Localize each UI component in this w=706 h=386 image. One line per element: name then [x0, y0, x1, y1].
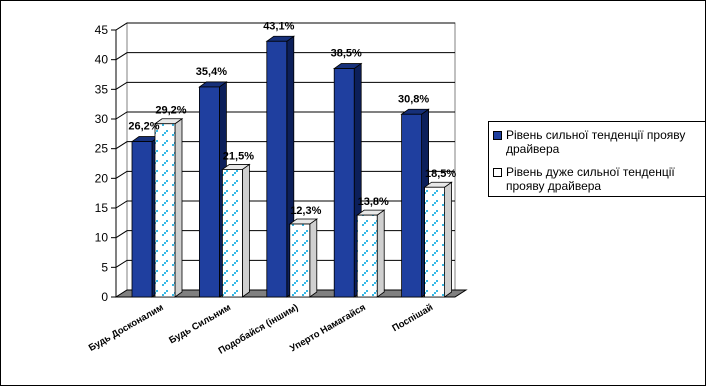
data-label-series-1-4: 38,5%	[331, 48, 362, 60]
gridline	[115, 52, 455, 61]
bar-series-2-3	[288, 218, 319, 298]
bar-series-1-3	[265, 35, 296, 298]
data-label-series-2-5: 18,5%	[425, 168, 456, 180]
y-tick-label: 45	[95, 23, 109, 37]
legend-swatch-series-1	[493, 131, 502, 140]
plot-side-wall	[115, 22, 128, 298]
bar-series-2-5	[423, 181, 453, 298]
category-label-2: Будь Сильним	[167, 302, 233, 346]
legend-label-series-1: Рівень сильної тенденції прояву драйвера	[506, 128, 686, 156]
data-label-series-2-3: 12,3%	[290, 205, 321, 217]
y-tick-label: 25	[95, 142, 109, 156]
gridline	[115, 22, 455, 31]
y-tick-label: 35	[95, 82, 109, 96]
legend: Рівень сильної тенденції прояву драйвера…	[488, 121, 706, 197]
category-label-1: Будь Досконалим	[87, 302, 166, 354]
legend-item-series-1: Рівень сильної тенденції прояву драйвера	[493, 128, 706, 156]
data-label-series-1-2: 35,4%	[196, 66, 227, 78]
data-label-series-2-4: 13,8%	[358, 196, 389, 208]
y-tick-label: 30	[95, 112, 109, 126]
y-tick-label: 0	[101, 290, 108, 304]
y-tick-label: 10	[95, 231, 109, 245]
category-label-4: Уперто Намагайся	[288, 302, 368, 354]
bar-series-2-2	[221, 163, 251, 298]
legend-label-series-2: Рівень дуже сильної тенденції прояву дра…	[506, 165, 675, 193]
y-tick-label: 40	[95, 53, 109, 67]
data-label-series-1-1: 26,2%	[128, 121, 159, 133]
data-label-series-1-3: 43,1%	[263, 20, 294, 32]
data-label-series-2-1: 29,2%	[155, 105, 186, 117]
legend-swatch-series-2	[493, 168, 502, 177]
y-tick-label: 15	[95, 201, 109, 215]
legend-item-series-2: Рівень дуже сильної тенденції прояву дра…	[493, 165, 706, 193]
y-tick-label: 5	[101, 260, 108, 274]
bar-series-2-1	[153, 117, 184, 298]
y-tick-label: 20	[95, 171, 109, 185]
data-label-series-1-5: 30,8%	[398, 93, 429, 105]
bar-series-2-4	[355, 209, 386, 298]
data-label-series-2-2: 21,5%	[223, 150, 254, 162]
category-label-5: Поспішай	[390, 302, 435, 334]
